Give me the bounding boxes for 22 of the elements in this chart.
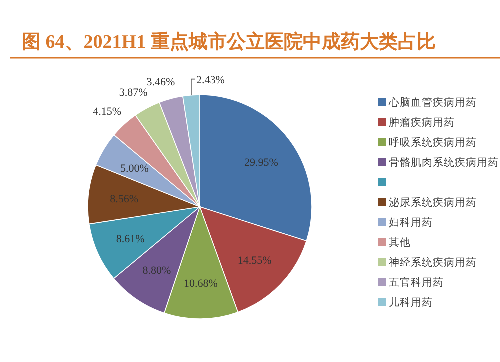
legend-label: 泌尿系统疾病用药 (389, 196, 477, 209)
legend-label: 五官科用药 (389, 276, 444, 289)
data-label: 8.80% (142, 264, 172, 277)
data-label: 4.15% (93, 106, 122, 118)
data-label: 14.55% (238, 254, 272, 267)
legend-label: 其他 (389, 236, 411, 249)
legend-label: 心脑血管疾病用药 (388, 96, 477, 109)
data-label: 3.46% (146, 76, 176, 88)
chart-title: 图 64、2021H1 重点城市公立医院中成药大类占比 (22, 31, 436, 53)
data-label: 8.56% (110, 193, 139, 206)
legend-label: 肿瘤疾病用药 (389, 116, 455, 129)
data-label: 5.00% (120, 162, 149, 175)
data-label: 8.61% (116, 233, 145, 246)
legend-label: 妇科用药 (389, 216, 433, 229)
legend-label: 儿科用药 (389, 296, 433, 309)
data-label: 10.68% (184, 278, 218, 290)
legend-label: 神经系统疾病用药 (389, 256, 477, 269)
legend-label: 骨骼肌肉系统疾病用药 (389, 156, 499, 169)
data-label: 29.95% (244, 157, 278, 170)
data-label: 3.87% (119, 87, 148, 100)
legend-label: 呼吸系统疾病用药 (389, 136, 477, 149)
data-label: 2.43% (196, 74, 225, 86)
